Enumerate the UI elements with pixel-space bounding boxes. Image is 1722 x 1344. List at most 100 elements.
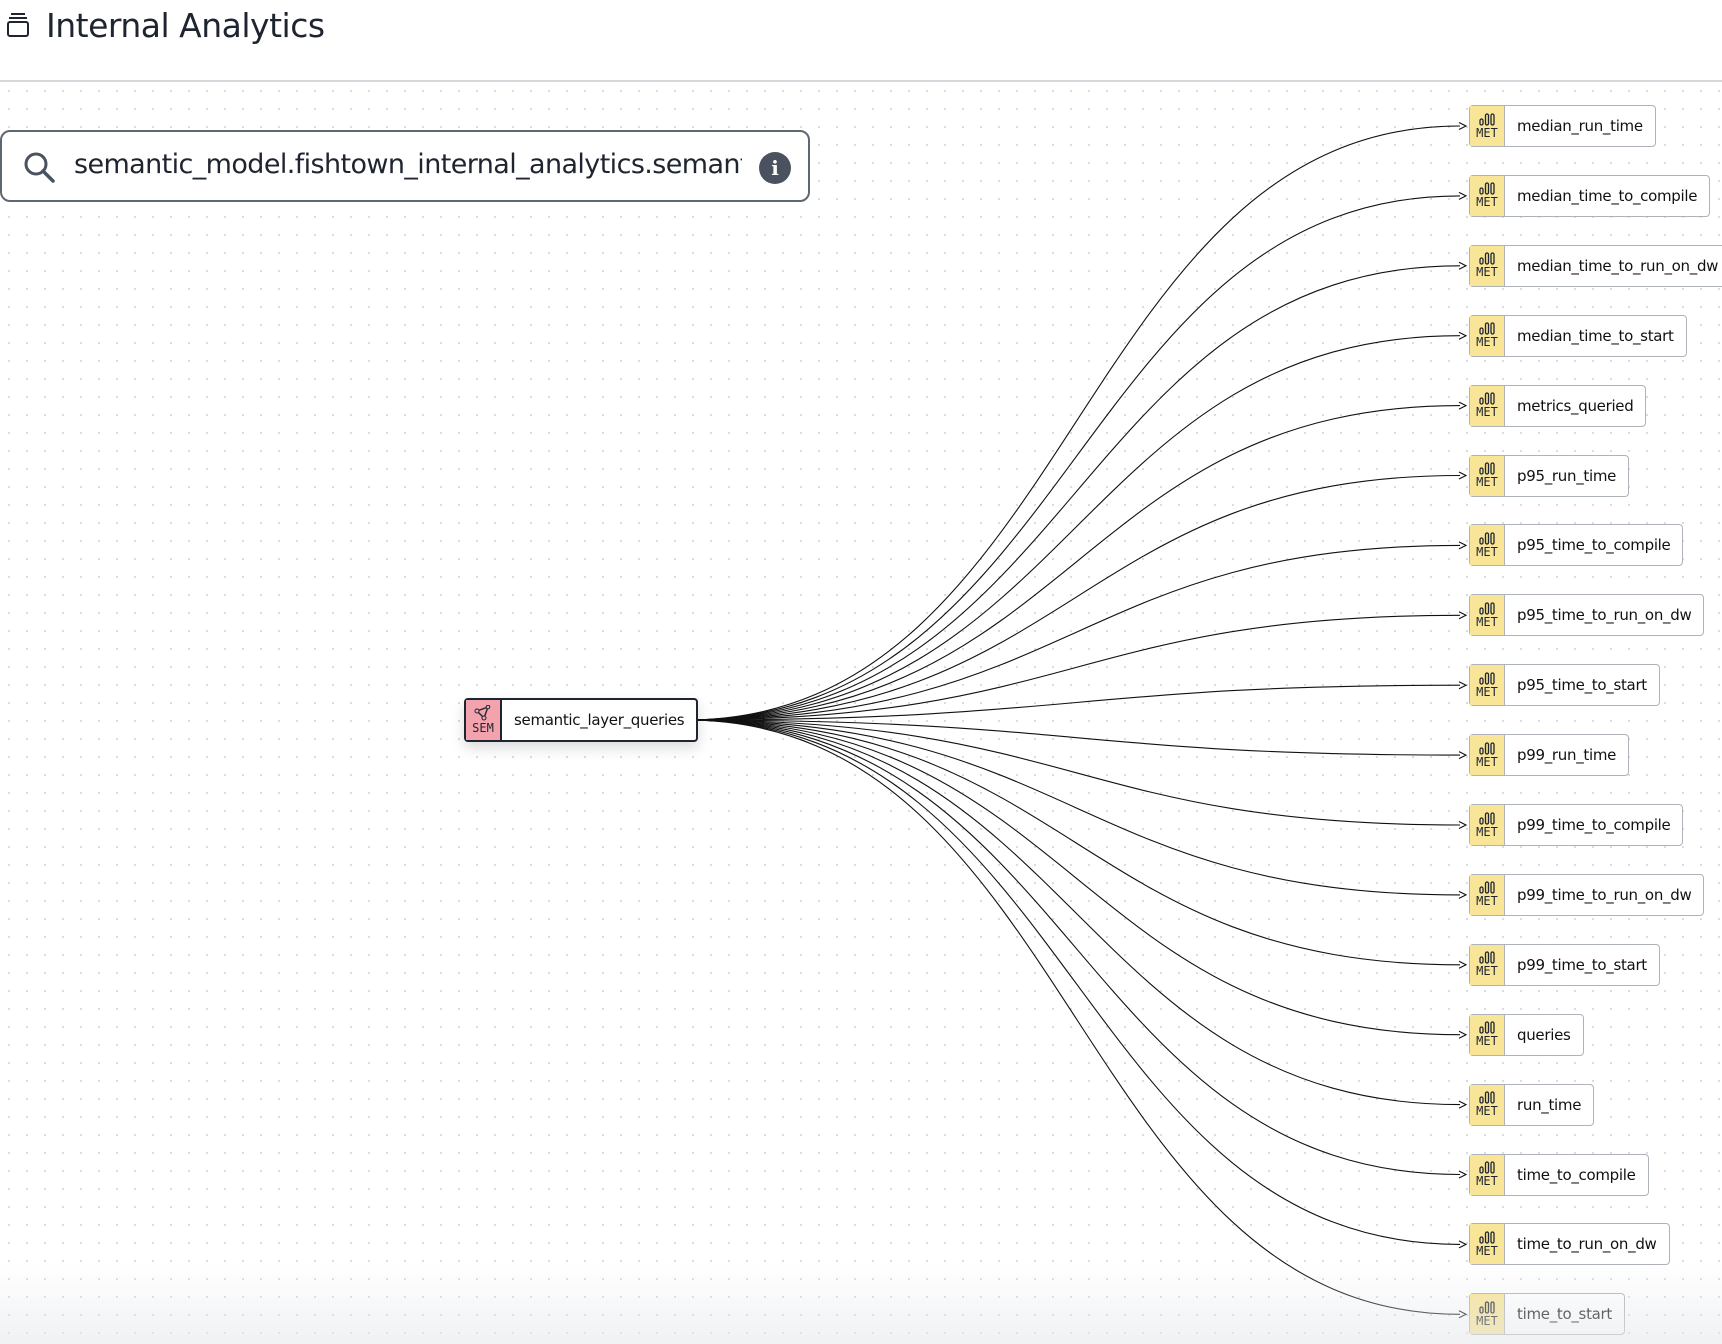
metric-node[interactable]: MET run_time [1469,1083,1595,1126]
met-badge-text: MET [1476,1174,1498,1188]
metric-node[interactable]: MET time_to_compile [1469,1153,1649,1196]
edge-arrowhead [1458,960,1468,969]
metric-node[interactable]: MET median_run_time [1469,105,1656,147]
met-badge-text: MET [1476,824,1498,839]
met-badge: MET [1470,1084,1505,1125]
edge-arrowhead [1458,611,1468,620]
bar-chart-icon [1479,1091,1495,1104]
lineage-edge [685,474,1461,721]
metric-node[interactable]: MET p99_time_to_start [1469,943,1660,986]
met-badge: MET [1470,805,1505,845]
met-badge: MET [1470,385,1505,426]
met-badge-text: MET [1476,894,1498,909]
bar-chart-icon [1479,1021,1495,1034]
met-badge-text: MET [1476,405,1498,420]
search-value[interactable]: semantic_model.fishtown_internal_analyti… [74,149,742,180]
metric-node[interactable]: MET queries [1469,1013,1584,1056]
met-badge-text: MET [1476,1034,1498,1049]
met-badge-text: MET [1476,754,1498,769]
lineage-edge [685,719,1461,756]
edge-arrowhead [1458,1030,1468,1039]
edge-arrowhead [1458,331,1468,340]
lineage-edge [685,335,1461,721]
bar-chart-icon [1479,322,1495,335]
met-badge-text: MET [1476,614,1498,629]
bar-chart-icon [1479,392,1495,405]
source-node[interactable]: SEM semantic_layer_queries [464,698,699,742]
info-icon[interactable]: i [759,152,791,184]
metric-node[interactable]: MET p99_time_to_run_on_dw [1469,873,1705,916]
lineage-edge [685,719,1461,826]
metric-node-label: queries [1517,1025,1571,1044]
metric-node[interactable]: MET p95_run_time [1469,454,1630,497]
lineage-canvas[interactable] [0,82,1722,1344]
stack-icon [7,13,29,37]
metric-node[interactable]: MET metrics_queried [1469,384,1647,427]
edge-arrowhead [1458,1310,1468,1319]
lineage-edge [685,719,1461,1036]
metric-node-label: time_to_start [1517,1305,1612,1324]
metric-node[interactable]: MET median_time_to_compile [1469,174,1711,217]
met-badge: MET [1470,315,1505,356]
edge-arrowhead [1458,471,1468,480]
search-input[interactable]: semantic_model.fishtown_internal_analyti… [0,130,810,202]
metric-node[interactable]: MET time_to_run_on_dw [1469,1223,1670,1266]
met-badge: MET [1470,665,1505,706]
bar-chart-icon [1479,1231,1495,1244]
metric-node-label: p95_run_time [1517,466,1617,485]
metric-node[interactable]: MET p95_time_to_compile [1469,524,1684,567]
metric-node[interactable]: MET p95_time_to_start [1469,664,1660,707]
metric-node[interactable]: MET median_time_to_start [1469,314,1687,357]
metric-node[interactable]: MET median_time_to_run_on_dw [1469,244,1722,287]
edge-arrowhead [1458,1170,1468,1179]
met-badge-text: MET [1476,1104,1498,1119]
edge-arrowhead [1458,191,1468,200]
edge-arrowhead [1458,401,1468,410]
edge-arrowhead [1458,890,1468,899]
met-badge: MET [1470,595,1505,636]
met-badge: MET [1470,245,1505,286]
metric-node[interactable]: MET p99_run_time [1469,734,1630,777]
met-badge: MET [1470,1014,1505,1055]
met-badge: MET [1470,175,1505,216]
metric-node[interactable]: MET time_to_start [1469,1293,1625,1336]
met-badge-text: MET [1476,265,1498,280]
met-badge-text: MET [1476,125,1498,140]
sem-badge-text: SEM [472,721,494,735]
lineage-edge [685,614,1461,721]
metric-node-label: time_to_run_on_dw [1517,1235,1657,1254]
lineage-edge [685,405,1461,721]
bar-chart-icon [1479,252,1495,265]
app-header: Internal Analytics [0,0,1722,82]
edge-arrowhead [1458,681,1468,690]
met-badge-text: MET [1476,195,1498,210]
metric-node-label: run_time [1517,1095,1582,1114]
metric-node[interactable]: MET p99_time_to_compile [1469,804,1684,846]
bar-chart-icon [1479,1161,1495,1174]
lineage-edge [685,195,1461,721]
metric-node-label: p99_run_time [1517,746,1617,765]
edge-arrowhead [1458,1100,1468,1109]
lineage-edge [685,719,1461,1176]
met-badge: MET [1470,1294,1505,1335]
source-node-label: semantic_layer_queries [514,711,685,729]
metric-node-label: p99_time_to_compile [1517,816,1671,834]
met-badge: MET [1470,106,1505,146]
met-badge: MET [1470,944,1505,985]
lineage-edge [685,719,1461,1245]
met-badge-text: MET [1476,544,1498,559]
metric-node-label: metrics_queried [1517,396,1634,415]
bar-chart-icon [1479,602,1495,615]
lineage-edge [685,125,1461,721]
lineage-edge [685,265,1461,721]
lineage-edge [685,719,1461,896]
edge-arrowhead [1458,261,1468,270]
met-badge-text: MET [1476,475,1498,489]
edge-arrowhead [1458,821,1468,829]
met-badge: MET [1470,735,1505,776]
metric-node-label: time_to_compile [1517,1165,1636,1184]
metric-node-label: p99_time_to_start [1517,955,1647,974]
metric-node[interactable]: MET p95_time_to_run_on_dw [1469,594,1705,637]
bar-chart-icon [1479,182,1495,196]
bar-chart-icon [1479,532,1495,545]
